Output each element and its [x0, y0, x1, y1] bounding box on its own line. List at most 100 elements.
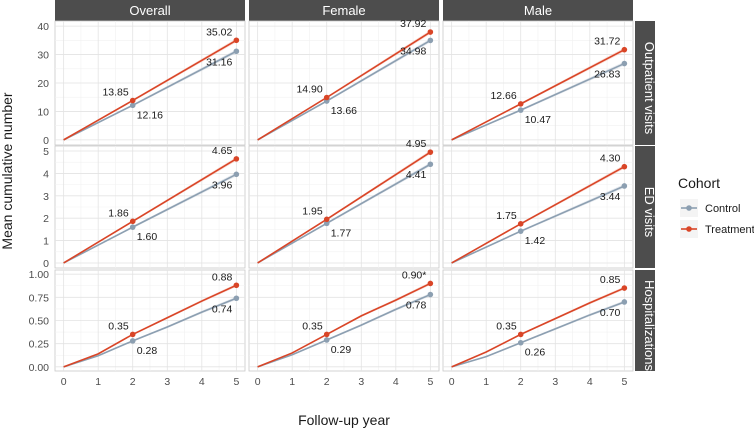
treatment-data-label: 1.86: [108, 207, 129, 219]
control-data-label: 0.28: [137, 345, 158, 357]
y-tick-label: 40: [37, 21, 49, 33]
column-strip-0: [55, 0, 245, 21]
control-data-label: 12.16: [137, 109, 163, 121]
treatment-data-label: 4.30: [600, 153, 621, 165]
control-data-label: 0.70: [600, 307, 621, 319]
y-tick-label: 20: [37, 78, 49, 90]
control-data-label: 0.29: [331, 344, 352, 356]
column-strip-label: Female: [322, 3, 365, 18]
treatment-point: [323, 331, 330, 338]
treatment-data-label: 35.02: [206, 26, 232, 38]
legend-item-label: Control: [705, 203, 740, 215]
column-strip-label: Overall: [129, 3, 170, 18]
x-tick-label: 4: [199, 376, 205, 388]
x-tick-label: 3: [164, 376, 170, 388]
x-tick-label: 3: [552, 376, 558, 388]
control-point: [323, 220, 330, 227]
y-tick-label: 10: [37, 106, 49, 118]
x-tick-label: 2: [324, 376, 330, 388]
series-group-r0-c2: 12.66 31.72 10.47 26.83: [451, 36, 628, 141]
treatment-data-label: 0.35: [302, 320, 323, 332]
treatment-point: [323, 94, 330, 101]
x-tick-label: 0: [61, 376, 67, 388]
series-group-r2-c2: 0.35 0.85 0.26 0.70: [451, 274, 628, 368]
y-axis-title: Mean cumulative number: [0, 92, 15, 250]
treatment-point: [129, 218, 136, 225]
y-tick-label: 0: [43, 135, 49, 147]
panel-r2-c0: [54, 269, 246, 372]
treatment-line: [257, 282, 431, 368]
panel-r0-c2: [442, 20, 634, 146]
treatment-data-label: 0.90*: [402, 269, 427, 281]
treatment-data-label: 14.90: [296, 84, 322, 96]
control-data-label: 1.77: [331, 227, 352, 239]
y-tick-label: 3: [43, 191, 49, 203]
treatment-data-label: 31.72: [594, 36, 620, 48]
treatment-data-label: 0.35: [496, 320, 517, 332]
x-tick-label: 4: [393, 376, 399, 388]
y-tick-label: 30: [37, 50, 49, 62]
control-point: [233, 48, 240, 55]
treatment-point: [233, 282, 240, 289]
row-strip-2: [635, 270, 655, 371]
control-data-label: 1.42: [525, 235, 546, 247]
x-tick-label: 1: [483, 376, 489, 388]
treatment-line: [451, 287, 625, 368]
treatment-data-label: 12.66: [490, 90, 516, 102]
panel-grid: Overall Female Male Outpatient visits ED vis…: [29, 0, 657, 388]
y-tick-label: 2: [43, 213, 49, 225]
x-tick-label: 5: [233, 376, 239, 388]
panel-r1-c0: [54, 145, 246, 269]
control-line: [451, 301, 625, 368]
legend: Cohort Control Treatment: [678, 175, 754, 238]
treatment-data-label: 4.65: [212, 145, 233, 157]
treatment-point: [129, 331, 136, 338]
treatment-data-label: 37.92: [400, 18, 426, 30]
treatment-data-label: 0.35: [108, 320, 129, 332]
y-tick-label: 0.00: [29, 362, 50, 374]
panel-r0-c0: [54, 20, 246, 146]
treatment-point: [621, 163, 628, 170]
treatment-data-label: 4.95: [406, 138, 427, 150]
treatment-point: [427, 280, 434, 287]
panel-r0-c1: [248, 20, 440, 146]
x-tick-label: 1: [289, 376, 295, 388]
x-axis-title: Follow-up year: [298, 412, 390, 428]
legend-key-point: [686, 226, 692, 232]
treatment-point: [517, 101, 524, 107]
control-point: [427, 161, 434, 168]
control-point: [621, 299, 628, 305]
control-point: [233, 295, 240, 302]
control-data-label: 34.98: [400, 45, 426, 57]
panel-r2-c1: [248, 269, 440, 372]
series-group-r2-c1: 0.35 0.90* 0.29 0.78: [257, 269, 434, 368]
control-point: [129, 338, 136, 344]
y-tick-label: 0.50: [29, 316, 50, 328]
control-point: [427, 291, 434, 298]
series-group-r1-c1: 1.95 4.95 1.77 4.41: [257, 138, 434, 264]
y-tick-label: 1.00: [29, 269, 50, 281]
panel-r1-c2: [442, 145, 634, 269]
control-line: [63, 297, 237, 368]
row-strip-label: ED visits: [642, 187, 657, 238]
x-tick-label: 5: [427, 376, 433, 388]
control-data-label: 1.60: [137, 231, 158, 243]
control-data-label: 0.74: [212, 303, 233, 315]
treatment-point: [233, 156, 240, 162]
row-strip-0: [635, 21, 655, 145]
treatment-point: [323, 216, 330, 223]
control-point: [621, 60, 628, 67]
legend-item-label: Treatment: [705, 224, 754, 236]
control-data-label: 3.44: [600, 191, 621, 203]
series-group-r1-c2: 1.75 4.30 1.42 3.44: [451, 153, 628, 264]
x-tick-label: 2: [130, 376, 136, 388]
treatment-data-label: 0.85: [600, 274, 621, 286]
series-group-r2-c0: 0.35 0.88 0.28 0.74: [63, 271, 240, 368]
treatment-point: [517, 220, 524, 227]
control-data-label: 0.26: [525, 347, 546, 359]
x-tick-label: 4: [587, 376, 593, 388]
row-strip-1: [635, 146, 655, 268]
treatment-point: [427, 29, 434, 35]
column-strip-1: [249, 0, 439, 21]
